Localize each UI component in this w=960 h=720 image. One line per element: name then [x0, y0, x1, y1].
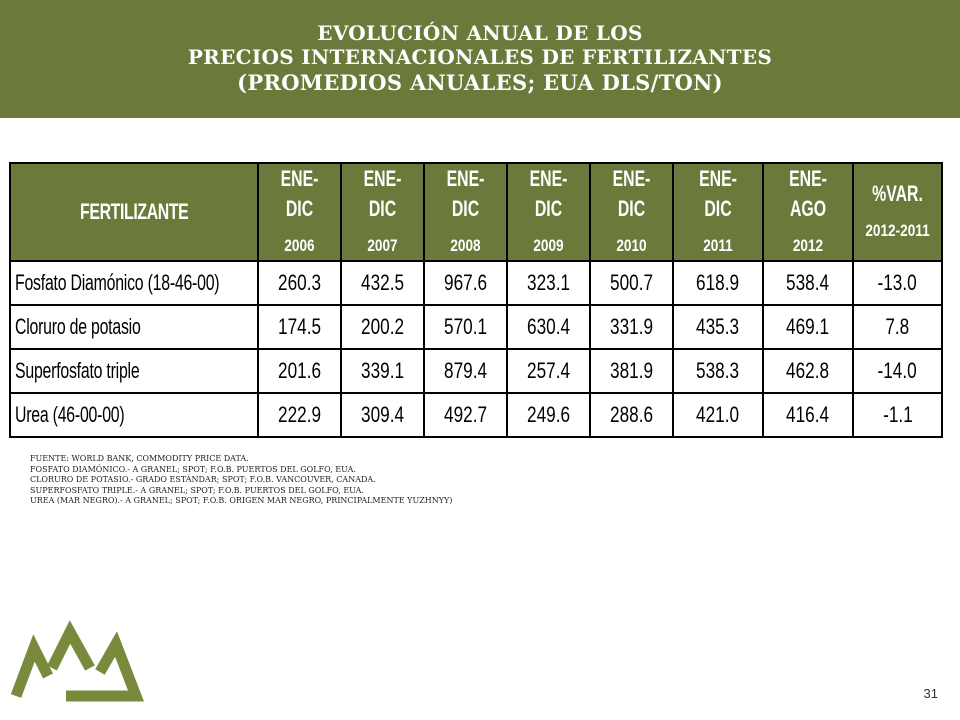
table-cell: 469.1	[762, 304, 854, 350]
table-header-row: FERTILIZANTE ENE-DIC 2006 ENE-DIC 2007 ENE…	[9, 162, 943, 262]
table-cell: 201.6	[257, 348, 342, 394]
note-line: FOSFATO DIAMÓNICO.- A GRANEL; SPOT; F.O.…	[30, 464, 356, 474]
title-banner: EVOLUCIÓN ANUAL DE LOS PRECIOS INTERNACI…	[0, 0, 960, 118]
table-cell: -13.0	[852, 260, 943, 306]
column-header: ENE-AGO 2012	[762, 162, 854, 262]
table-cell: 174.5	[257, 304, 342, 350]
note-line: FUENTE: WORLD BANK, COMMODITY PRICE DATA…	[30, 454, 249, 463]
source-notes: FUENTE: WORLD BANK, COMMODITY PRICE DATA…	[30, 454, 730, 507]
table-cell: 416.4	[762, 392, 854, 438]
row-label: Superfosfato triple	[9, 348, 259, 394]
table-cell: 331.9	[589, 304, 674, 350]
column-header: ENE-DIC 2008	[423, 162, 508, 262]
table-row: Cloruro de potasio 174.5 200.2 570.1 630…	[9, 304, 943, 350]
table-cell: 7.8	[852, 304, 943, 350]
table-row: Superfosfato triple 201.6 339.1 879.4 25…	[9, 348, 943, 394]
column-header: ENE-DIC 2006	[257, 162, 342, 262]
table-cell: 538.3	[672, 348, 764, 394]
title-line-2: PRECIOS INTERNACIONALES DE FERTILIZANTES	[187, 45, 773, 69]
column-header: ENE-DIC 2007	[340, 162, 425, 262]
column-header: ENE-DIC 2011	[672, 162, 764, 262]
table-cell: 435.3	[672, 304, 764, 350]
title-line-1: EVOLUCIÓN ANUAL DE LOS	[317, 21, 643, 45]
table-cell: 492.7	[423, 392, 508, 438]
table-cell: 462.8	[762, 348, 854, 394]
table-cell: 288.6	[589, 392, 674, 438]
page-number: 31	[923, 686, 938, 701]
table-cell: 257.4	[506, 348, 591, 394]
table-cell: 630.4	[506, 304, 591, 350]
table-row: Urea (46-00-00) 222.9 309.4 492.7 249.6 …	[9, 392, 943, 438]
row-label: Urea (46-00-00)	[9, 392, 259, 438]
row-label: Cloruro de potasio	[9, 304, 259, 350]
table-cell: 538.4	[762, 260, 854, 306]
title-line-3: (PROMEDIOS ANUALES; EUA DLS/TON)	[237, 70, 723, 95]
table-cell: 421.0	[672, 392, 764, 438]
table-cell: 323.1	[506, 260, 591, 306]
table-cell: 618.9	[672, 260, 764, 306]
table-cell: 967.6	[423, 260, 508, 306]
table-cell: 200.2	[340, 304, 425, 350]
table-cell: 309.4	[340, 392, 425, 438]
column-header: ENE-DIC 2009	[506, 162, 591, 262]
table-cell: 339.1	[340, 348, 425, 394]
fertilizer-prices-table: FERTILIZANTE ENE-DIC 2006 ENE-DIC 2007 ENE…	[9, 162, 943, 438]
table-cell: 500.7	[589, 260, 674, 306]
table-cell: 879.4	[423, 348, 508, 394]
table-cell: -1.1	[852, 392, 943, 438]
note-line: CLORURO DE POTASIO.- GRADO ESTÁNDAR; SPO…	[30, 475, 376, 485]
table-cell: 570.1	[423, 304, 508, 350]
table-row: Fosfato Diamónico (18-46-00) 260.3 432.5…	[9, 260, 943, 306]
table-cell: -14.0	[852, 348, 943, 394]
table-cell: 260.3	[257, 260, 342, 306]
note-line: UREA (MAR NEGRO).- A GRANEL; SPOT; F.O.B…	[30, 496, 453, 506]
table-cell: 381.9	[589, 348, 674, 394]
note-line: SUPERFOSFATO TRIPLE.- A GRANEL; SPOT; F.…	[30, 485, 364, 495]
table-cell: 249.6	[506, 392, 591, 438]
column-header: %VAR. 2012-2011	[852, 162, 943, 262]
row-label: Fosfato Diamónico (18-46-00)	[9, 260, 259, 306]
table-cell: 432.5	[340, 260, 425, 306]
table-cell: 222.9	[257, 392, 342, 438]
column-header: ENE-DIC 2010	[589, 162, 674, 262]
three-mountains-logo-icon	[10, 620, 144, 702]
column-header-fertilizante: FERTILIZANTE	[9, 162, 259, 262]
